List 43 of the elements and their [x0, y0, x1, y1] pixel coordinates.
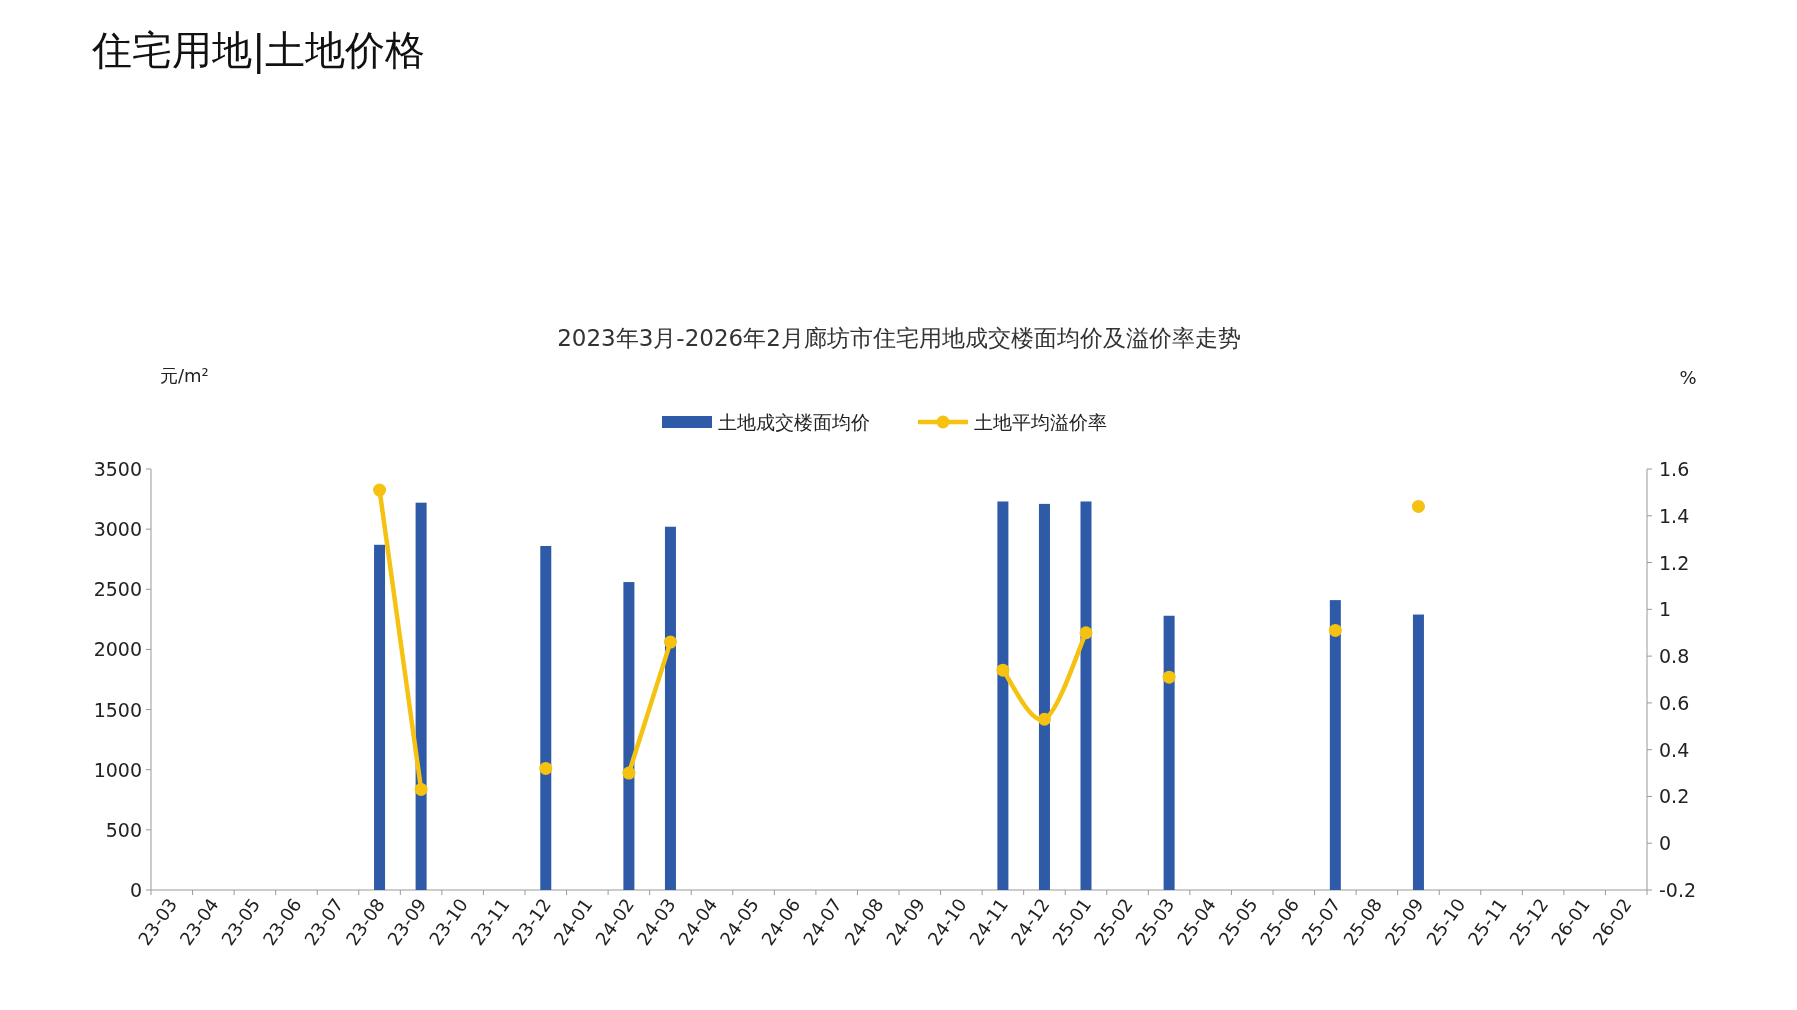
y-tick-label: 3000	[93, 518, 142, 541]
point	[1411, 499, 1425, 513]
chart-subtitle: 2023年3月-2026年2月廊坊市住宅用地成交楼面均价及溢价率走势	[557, 325, 1241, 351]
y2-tick-label: 0.2	[1659, 785, 1690, 808]
bar	[997, 501, 1009, 890]
y2-tick-label: 1.4	[1659, 504, 1690, 527]
y2-tick-label: -0.2	[1659, 879, 1697, 901]
bar	[1038, 503, 1050, 890]
point	[622, 766, 636, 780]
bar	[623, 582, 635, 890]
y2-tick-label: 0.4	[1659, 738, 1690, 761]
y-tick-label: 3500	[93, 458, 142, 480]
y-tick-label: 0	[129, 879, 142, 901]
bar	[1329, 600, 1341, 890]
point	[373, 483, 387, 497]
y2-tick-label: 1	[1659, 598, 1672, 621]
y-tick-label: 2500	[93, 578, 142, 601]
y2-tick-label: 1.2	[1659, 551, 1690, 574]
y-tick-label: 1500	[93, 698, 142, 721]
bar	[664, 526, 676, 890]
point	[1328, 623, 1342, 637]
bar	[1163, 615, 1175, 890]
point	[414, 782, 428, 796]
y-axis-title: 元/m²	[160, 365, 209, 386]
y-tick-label: 1000	[93, 758, 142, 781]
chart-title: 住宅用地|土地价格	[91, 27, 426, 74]
y2-tick-label: 0	[1659, 832, 1672, 855]
point	[663, 635, 677, 649]
bar	[374, 544, 386, 890]
bar	[415, 502, 427, 890]
y2-tick-label: 0.8	[1659, 645, 1690, 668]
y-tick-label: 2000	[93, 638, 142, 661]
bar	[1412, 614, 1424, 890]
y-tick-label: 500	[105, 818, 142, 841]
legend-label: 土地平均溢价率	[974, 411, 1107, 433]
y2-tick-label: 1.6	[1659, 458, 1690, 480]
point	[539, 761, 553, 775]
bar	[540, 545, 552, 890]
y2-axis-title: %	[1679, 367, 1697, 388]
point	[1162, 670, 1176, 684]
y2-tick-label: 0.6	[1659, 691, 1690, 714]
legend-label: 土地成交楼面均价	[718, 411, 870, 433]
bar	[1080, 501, 1092, 890]
